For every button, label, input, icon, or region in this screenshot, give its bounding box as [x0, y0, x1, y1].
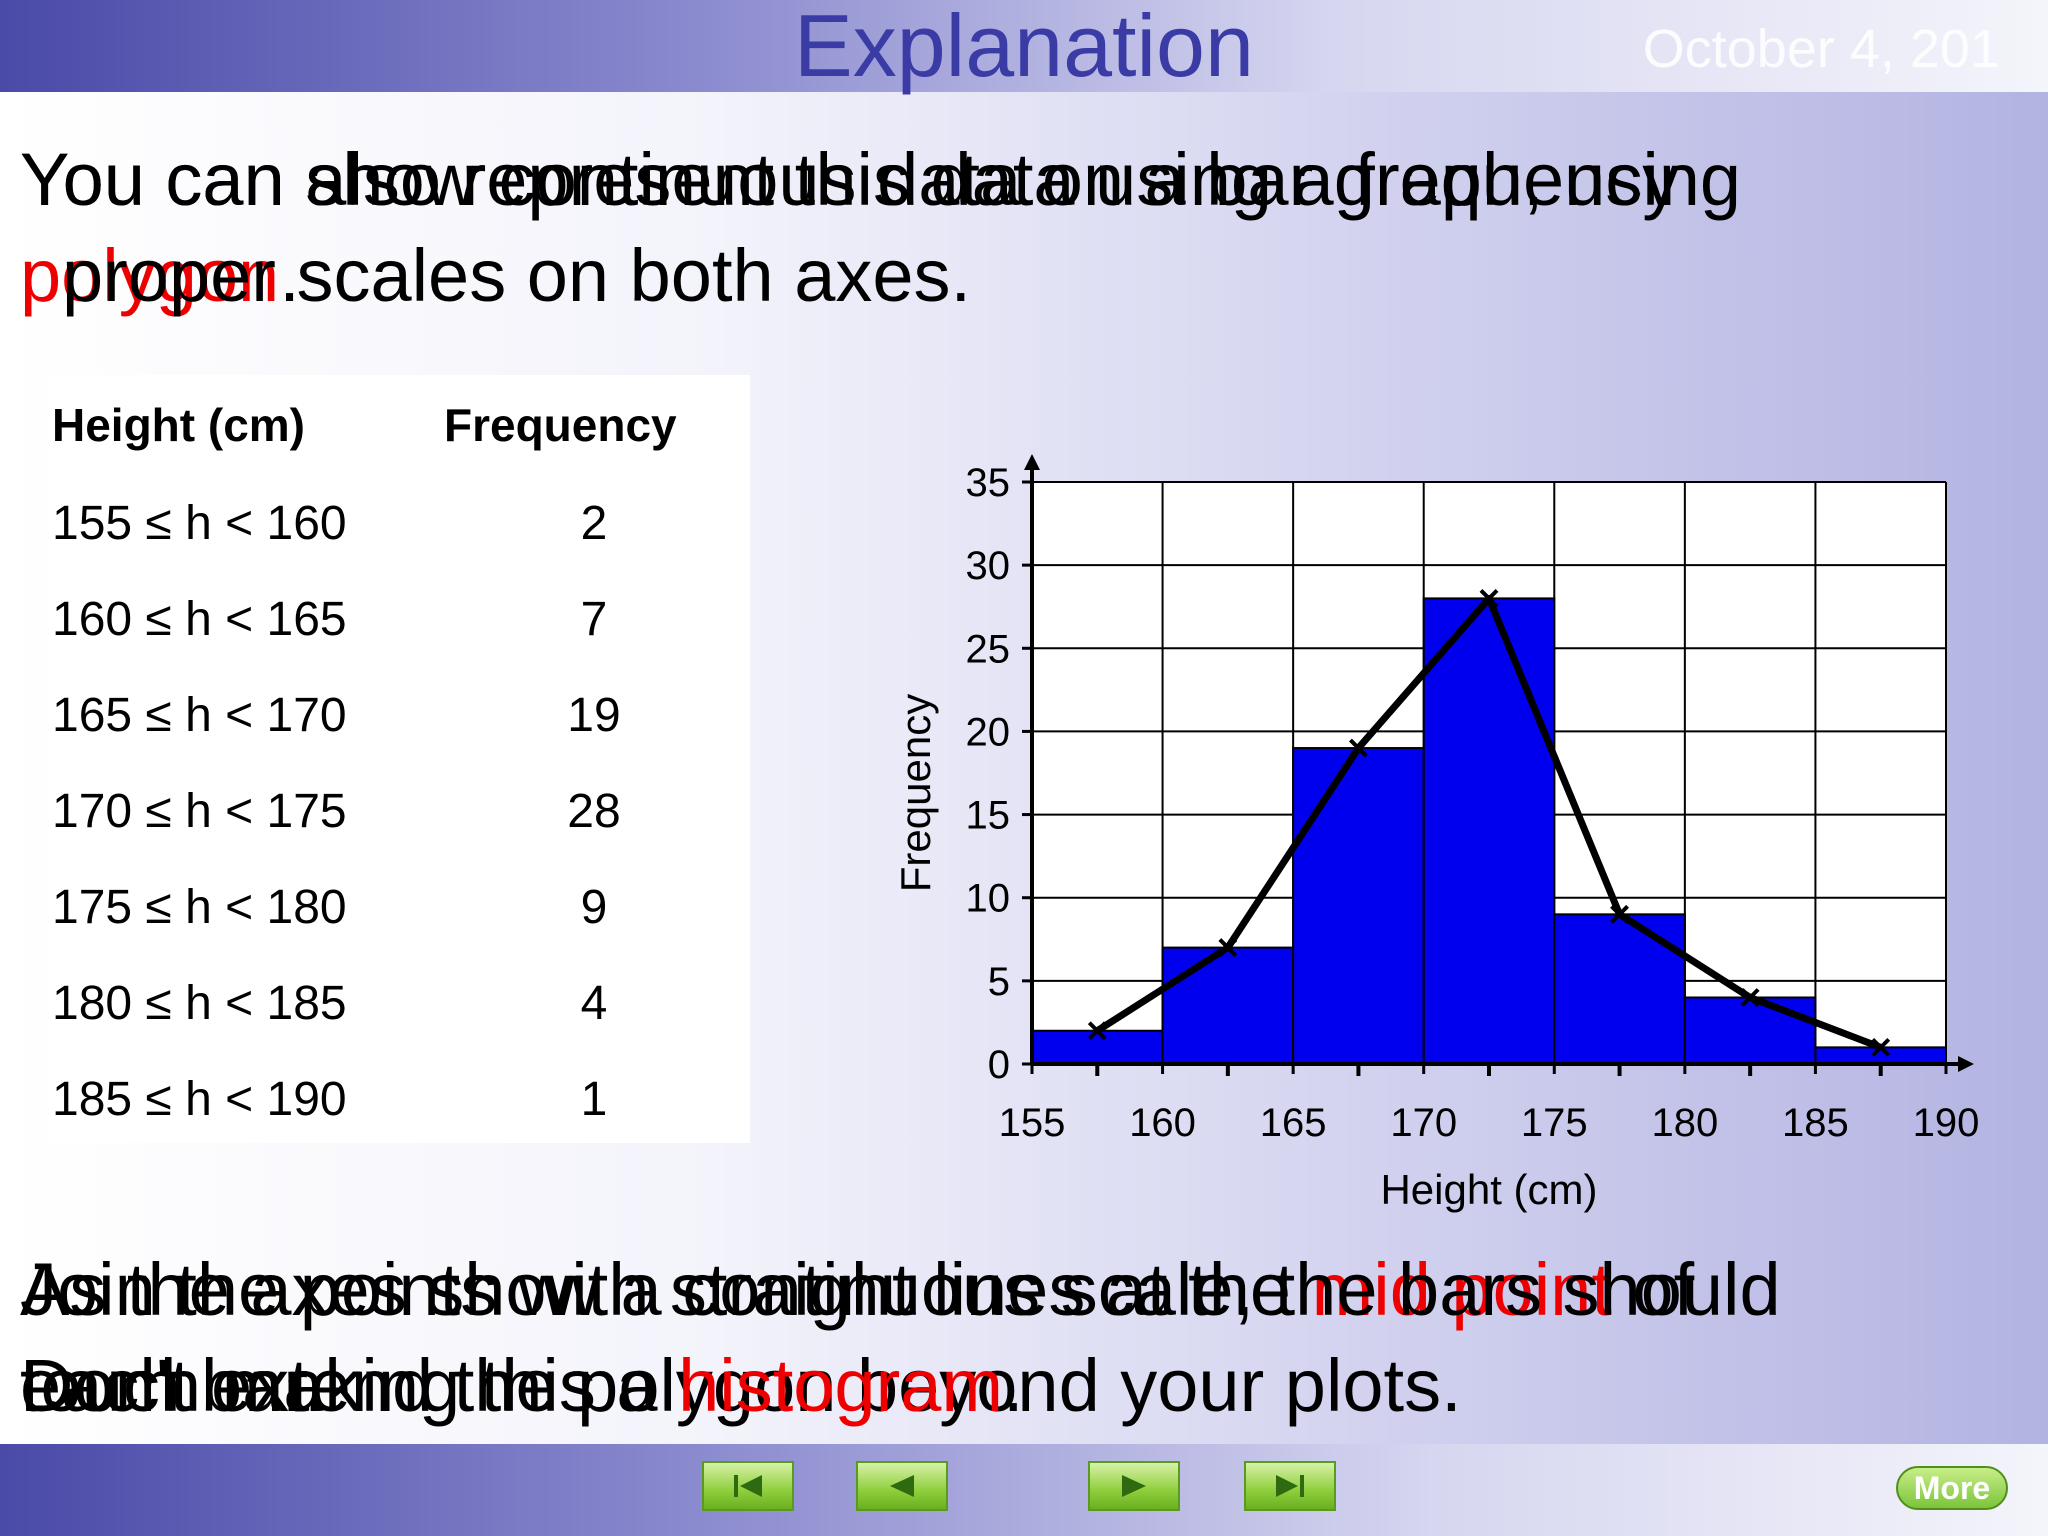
last-slide-button[interactable]	[1244, 1461, 1336, 1511]
first-slide-button[interactable]	[702, 1461, 794, 1511]
intro-line-2-layer-a: polygon.	[20, 228, 300, 324]
previous-slide-button[interactable]	[856, 1461, 948, 1511]
y-tick-label: 35	[966, 461, 1011, 505]
intro-period: .	[279, 234, 300, 317]
row-range: 170 ≤ h < 175	[52, 784, 347, 838]
polygon-point-marker	[1218, 938, 1238, 958]
row-range: 155 ≤ h < 160	[52, 496, 347, 550]
outro-line-2-layer-c: touch making this a histogram.	[20, 1338, 1024, 1434]
y-tick-label: 25	[966, 627, 1011, 671]
row-frequency: 2	[580, 496, 608, 550]
x-tick-label: 190	[1913, 1101, 1980, 1145]
x-tick-label: 175	[1521, 1101, 1588, 1145]
intro-line-2-layer-b: proper scales on both axes.	[62, 228, 971, 324]
row-frequency: 4	[580, 976, 608, 1030]
x-tick-label: 165	[1260, 1101, 1327, 1145]
row-range: 180 ≤ h < 185	[52, 976, 347, 1030]
x-tick-label: 160	[1129, 1101, 1196, 1145]
intro-line-1-layer-b: You can show continuous data on a bar gr…	[20, 132, 1741, 228]
outro-period: .	[1003, 1344, 1024, 1427]
header-frequency: Frequency	[444, 399, 677, 451]
table-row: 170 ≤ h < 175 28	[52, 763, 744, 859]
outro-mid-point-term: mid point	[1311, 1248, 1612, 1331]
y-tick-label: 10	[966, 877, 1011, 921]
table-row: 160 ≤ h < 165 7	[52, 571, 744, 667]
x-tick-label: 180	[1651, 1101, 1718, 1145]
x-axis-arrow-icon	[1958, 1056, 1974, 1072]
histogram-bar	[1031, 1029, 1164, 1065]
polygon-point-marker	[1871, 1037, 1891, 1057]
skip-forward-icon	[1276, 1475, 1304, 1497]
outro-of-text: of	[1611, 1248, 1695, 1331]
intro-polygon-term: polygon	[20, 234, 280, 317]
outro-touch-text: touch making this a	[20, 1344, 679, 1427]
polygon-point-marker	[1740, 988, 1760, 1007]
table-row: 175 ≤ h < 180 9	[52, 859, 744, 955]
header-bar	[0, 0, 2048, 92]
x-tick-label: 155	[999, 1101, 1066, 1145]
y-tick-label: 30	[966, 544, 1011, 588]
frequency-polygon-line	[1095, 594, 1882, 1051]
intro-text-b: You can show continuous data on a bar gr…	[20, 138, 1742, 221]
polygon-point-marker	[1349, 738, 1368, 758]
outro-histogram-term: histogram	[678, 1344, 1004, 1427]
outro-axes-text: As the axes show a continuous scale, the…	[20, 1248, 1781, 1331]
more-button[interactable]: More	[1896, 1466, 2008, 1510]
table-header-row: Height (cm) Frequency	[52, 375, 744, 475]
row-range: 185 ≤ h < 190	[52, 1072, 347, 1126]
arrow-left-icon	[890, 1475, 914, 1497]
y-axis-arrow-icon	[1024, 454, 1040, 470]
outro-line-1-layer-a: Join the points with straight lines at t…	[20, 1242, 1694, 1338]
table-row: 185 ≤ h < 190 1	[52, 1051, 744, 1147]
intro-line-1-layer-a: You can also represent this data using a…	[20, 132, 1679, 228]
table-row: 180 ≤ h < 185 4	[52, 955, 744, 1051]
histogram-bar	[1292, 747, 1425, 1065]
histogram-bar	[1683, 996, 1817, 1065]
table-row: 165 ≤ h < 170 19	[52, 667, 744, 763]
polygon-point-marker	[1610, 904, 1629, 924]
y-axis-title: Frequency	[892, 694, 939, 892]
histogram-bar	[1161, 946, 1295, 1065]
polygon-point-marker	[1479, 588, 1499, 608]
intro-text-a: You can also represent this data using a…	[20, 138, 1680, 221]
header-height: Height (cm)	[52, 399, 305, 451]
row-range: 175 ≤ h < 180	[52, 880, 347, 934]
row-frequency: 19	[567, 688, 621, 742]
x-axis-title: Height (cm)	[1380, 1166, 1597, 1213]
row-frequency: 9	[580, 880, 608, 934]
histogram-bar	[1814, 1046, 1948, 1066]
outro-join-text: Join the points with straight lines at t…	[20, 1248, 1312, 1331]
outro-each-bar-text: each bar.	[20, 1344, 325, 1427]
x-tick-label: 170	[1390, 1101, 1457, 1145]
row-frequency: 28	[567, 784, 621, 838]
table-row: 155 ≤ h < 160 2	[52, 475, 744, 571]
y-tick-label: 20	[966, 710, 1011, 754]
footer-bar	[0, 1444, 2048, 1536]
arrow-right-icon	[1122, 1475, 1146, 1497]
outro-dont-extend-text: Don't extend the polygon beyond your plo…	[20, 1344, 1462, 1427]
slide-title: Explanation	[794, 0, 1254, 95]
frequency-table: Height (cm) Frequency 155 ≤ h < 160 2 160…	[52, 375, 744, 1147]
histogram-bar	[1422, 597, 1556, 1066]
y-tick-label: 15	[966, 794, 1011, 838]
row-range: 165 ≤ h < 170	[52, 688, 347, 742]
y-tick-label: 5	[988, 960, 1010, 1004]
intro-scales-text: proper scales on both axes.	[62, 234, 972, 317]
outro-line-2-layer-a: each bar.	[20, 1338, 324, 1434]
x-tick-label: 185	[1782, 1101, 1849, 1145]
y-tick-label: 0	[988, 1043, 1010, 1087]
frequency-table-panel: Height (cm) Frequency 155 ≤ h < 160 2 160…	[48, 375, 750, 1143]
histogram-bar	[1553, 913, 1686, 1065]
plot-area	[1032, 482, 1946, 1064]
next-slide-button[interactable]	[1088, 1461, 1180, 1511]
row-frequency: 7	[580, 592, 608, 646]
polygon-point-marker	[1087, 1021, 1107, 1041]
row-range: 160 ≤ h < 165	[52, 592, 347, 646]
outro-line-1-layer-b: As the axes show a continuous scale, the…	[20, 1242, 1781, 1338]
row-frequency: 1	[580, 1072, 608, 1126]
skip-back-icon	[734, 1475, 762, 1497]
slide-date: October 4, 201	[1642, 19, 2000, 79]
outro-line-2-layer-b: Don't extend the polygon beyond your plo…	[20, 1338, 1462, 1434]
